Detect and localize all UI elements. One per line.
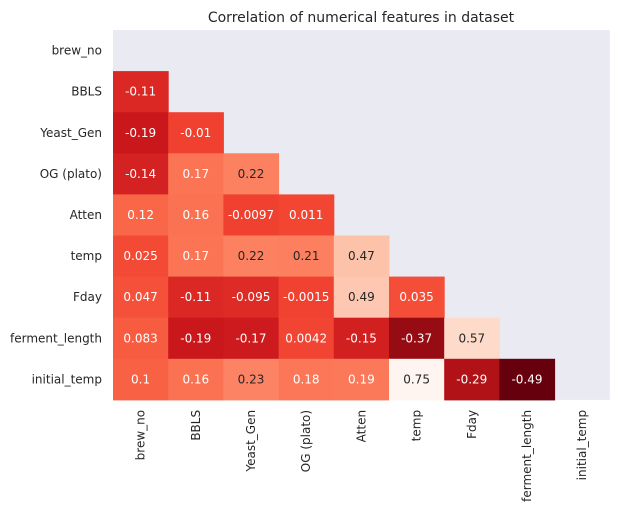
cell-value-label: -0.095	[232, 290, 271, 304]
heatmap-cell	[278, 235, 335, 278]
y-tick-label: BBLS	[71, 85, 102, 99]
heatmap-cell	[333, 235, 390, 278]
cell-value-label: 0.21	[293, 249, 320, 263]
y-tick-label: OG (plato)	[40, 167, 102, 181]
heatmap-cell	[168, 112, 224, 154]
heatmap-cell	[223, 153, 280, 195]
cell-value-label: -0.29	[456, 372, 487, 386]
cell-value-label: -0.37	[401, 331, 432, 345]
y-tick-label: initial_temp	[32, 372, 102, 386]
cell-value-label: -0.11	[180, 290, 211, 304]
heatmap-cell	[223, 317, 280, 360]
heatmap-cell	[223, 358, 280, 401]
cell-value-label: -0.0015	[283, 290, 329, 304]
heatmap-cell	[389, 317, 445, 360]
cell-value-label: 0.17	[182, 249, 209, 263]
cell-value-label: 0.0042	[285, 331, 327, 345]
cell-value-label: -0.49	[511, 372, 542, 386]
heatmap-cell	[113, 276, 169, 319]
x-tick-label: initial_temp	[575, 410, 589, 480]
heatmap-cell	[223, 276, 280, 319]
heatmap-cell	[333, 276, 390, 319]
heatmap-cells: -0.11 -0.19 -0.01 -0.14 0.17 0.22 0.12 0.16 -0.0…	[113, 71, 556, 401]
y-tick-label: Atten	[70, 208, 102, 222]
y-tick-label: Yeast_Gen	[39, 126, 102, 140]
heatmap-cell	[113, 71, 169, 113]
heatmap-cell	[444, 317, 500, 360]
heatmap-cell	[113, 194, 169, 236]
heatmap-cell	[223, 194, 280, 236]
heatmap-cell	[278, 317, 335, 360]
x-tick-label: Atten	[354, 410, 368, 442]
cell-value-label: 0.17	[182, 167, 209, 181]
cell-value-label: 0.083	[123, 331, 157, 345]
cell-value-label: -0.01	[180, 126, 211, 140]
cell-value-label: 0.23	[238, 372, 265, 386]
heatmap-cell	[113, 358, 169, 401]
cell-value-label: 0.12	[127, 208, 154, 222]
x-tick-label: Fday	[465, 410, 479, 439]
cell-value-label: 0.47	[348, 249, 375, 263]
heatmap-cell	[113, 235, 169, 278]
heatmap-cell	[113, 317, 169, 360]
heatmap-cell	[444, 358, 500, 401]
y-tick-labels: brew_no BBLS Yeast_Gen OG (plato) Atten temp F…	[10, 44, 102, 387]
cell-value-label: 0.22	[238, 249, 265, 263]
cell-value-label: -0.19	[180, 331, 211, 345]
cell-value-label: 0.16	[182, 208, 209, 222]
heatmap-cell	[168, 317, 224, 360]
x-tick-label: Yeast_Gen	[244, 410, 258, 473]
heatmap-cell	[333, 358, 390, 401]
heatmap-cell	[168, 153, 224, 195]
y-tick-label: temp	[71, 249, 102, 263]
heatmap-cell	[278, 194, 335, 236]
cell-value-label: 0.047	[123, 290, 157, 304]
x-tick-label: OG (plato)	[299, 410, 313, 472]
y-tick-label: brew_no	[52, 44, 102, 58]
cell-value-label: 0.16	[182, 372, 209, 386]
heatmap-cell	[389, 276, 445, 319]
cell-value-label: -0.17	[235, 331, 266, 345]
heatmap-cell	[223, 235, 280, 278]
cell-value-label: 0.22	[238, 167, 265, 181]
cell-value-label: -0.11	[125, 85, 156, 99]
heatmap-cell	[499, 358, 556, 401]
cell-value-label: 0.035	[399, 290, 433, 304]
x-tick-label: brew_no	[134, 410, 148, 460]
heatmap-cell	[333, 317, 390, 360]
y-tick-label: ferment_length	[10, 331, 102, 345]
heatmap-cell	[168, 235, 224, 278]
cell-value-label: 0.1	[131, 372, 150, 386]
x-tick-label: ferment_length	[520, 410, 534, 502]
x-tick-label: BBLS	[189, 410, 203, 441]
heatmap-cell	[278, 276, 335, 319]
cell-value-label: 0.57	[458, 331, 485, 345]
y-tick-label: Fday	[73, 290, 102, 304]
x-tick-labels: brew_no BBLS Yeast_Gen OG (plato) Atten temp F…	[134, 410, 590, 502]
heatmap-cell	[113, 153, 169, 195]
cell-value-label: 0.011	[289, 208, 323, 222]
cell-value-label: -0.19	[125, 126, 156, 140]
heatmap-cell	[168, 276, 224, 319]
x-tick-label: temp	[410, 410, 424, 441]
cell-value-label: 0.18	[293, 372, 320, 386]
heatmap-cell	[389, 358, 445, 401]
cell-value-label: 0.75	[403, 372, 430, 386]
heatmap-cell	[278, 358, 335, 401]
cell-value-label: -0.14	[125, 167, 156, 181]
cell-value-label: -0.0097	[228, 208, 274, 222]
heatmap-cell	[113, 112, 169, 154]
heatmap-cell	[168, 194, 224, 236]
cell-value-label: -0.15	[346, 331, 377, 345]
heatmap-cell	[168, 358, 224, 401]
cell-value-label: 0.49	[348, 290, 375, 304]
cell-value-label: 0.19	[348, 372, 375, 386]
chart-title: Correlation of numerical features in dat…	[208, 10, 515, 26]
cell-value-label: 0.025	[123, 249, 157, 263]
